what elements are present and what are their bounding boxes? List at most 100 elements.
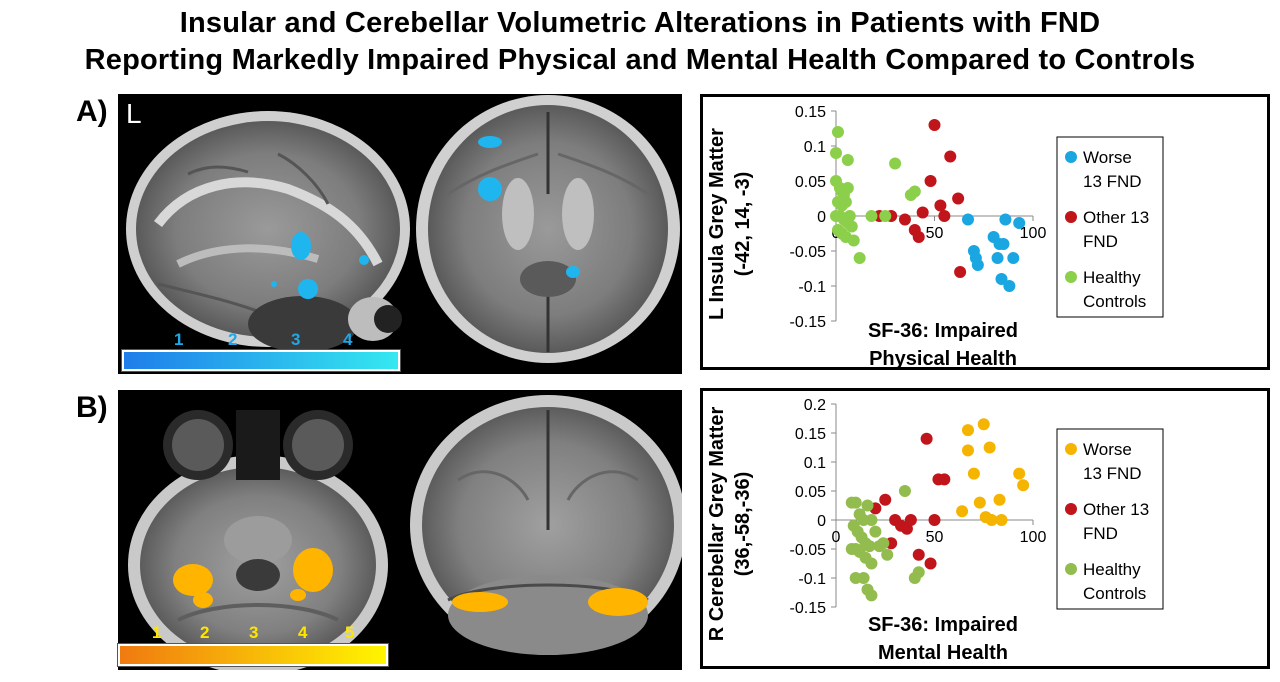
data-point [881,548,894,561]
data-point [830,147,842,159]
data-point [985,514,998,526]
x-tick-label: 50 [926,225,944,242]
y-tick-label: 0 [817,513,826,530]
x-tick-label: 50 [926,529,944,546]
legend-label-line1: Healthy [1083,268,1141,287]
data-point [841,182,854,194]
data-point [971,259,984,271]
panel-b-colorbar [117,643,389,667]
data-point [961,424,974,437]
data-point [973,496,986,509]
panel-b-brain-images [118,390,682,670]
panel-a-colorbar [121,349,401,372]
hemisphere-label: L [126,98,142,129]
x-axis-title-line2: Physical Health [869,348,1017,367]
data-point [904,514,917,526]
data-point [938,473,951,486]
y-tick-label: -0.05 [790,244,827,261]
legend-label-line1: Other 13 [1083,500,1149,519]
data-point [853,252,866,264]
data-point [952,192,965,205]
data-point [865,514,878,526]
data-point [991,252,1004,264]
y-tick-label: -0.05 [790,542,827,559]
x-tick-label: 100 [1020,225,1047,242]
colorbar-a-tick-3: 3 [291,330,301,349]
y-tick-label: -0.15 [790,314,827,331]
legend-box [1056,428,1164,610]
legend-label-line2: Controls [1083,292,1146,311]
y-axis-title-line2: (36,-58,-36) [732,472,754,577]
panel-b-label: B) [76,391,108,424]
panel-b-scatter-plot: 0.2 0.15 0.1 0.05 0 -0.05 -0.1 -0.15 0 50 100 SF-36… [706,397,1164,664]
y-tick-label: 0.05 [795,484,826,501]
data-point [954,266,967,278]
data-point [999,213,1012,226]
legend-label-line1: Other 13 [1083,208,1149,227]
data-point [924,557,937,570]
legend-marker [1065,443,1077,455]
data-point [898,213,911,226]
y-axis-title-line1: L Insula Grey Matter [706,128,728,320]
data-point [863,540,876,553]
x-axis-title-line2: Mental Health [878,642,1008,664]
data-point [857,572,870,584]
data-point [977,418,990,431]
data-point [928,119,941,131]
colorbar-b-tick-4: 4 [298,623,308,642]
panel-a-brain-svg [126,95,680,363]
legend-label-line2: 13 FND [1083,464,1142,483]
legend-marker [1065,151,1077,163]
x-tick-label: 100 [1020,529,1047,546]
figure-title-line2: Reporting Markedly Impaired Physical and… [84,44,1196,76]
colorbar-b-tick-2: 2 [200,623,210,642]
data-point [1003,280,1016,292]
y-tick-label: -0.15 [790,600,827,617]
data-point [865,589,878,602]
data-point [956,505,969,518]
y-axis-title-line2: (-42, 14, -3) [732,172,754,276]
legend-label-line1: Worse [1083,440,1132,459]
data-point [938,210,951,222]
colorbar-a-tick-2: 2 [228,330,238,349]
data-point [934,199,947,212]
y-tick-label: -0.1 [798,571,826,588]
data-point [967,467,980,480]
y-tick-label: 0.1 [804,455,826,472]
panel-a-label: A) [76,95,108,128]
legend-label-line2: FND [1083,232,1118,251]
legend-label-line2: 13 FND [1083,172,1142,191]
data-point [983,441,996,454]
y-tick-label: 0 [817,209,826,226]
legend-label-line1: Healthy [1083,560,1141,579]
x-axis-title-line1: SF-36: Impaired [868,614,1018,636]
data-point [1007,252,1020,264]
legend-marker [1065,271,1077,283]
panel-b-brain-svg [128,395,682,670]
legend-label-line2: Controls [1083,584,1146,603]
data-point [961,213,974,226]
axial-cerebellum-slice [128,410,388,670]
figure-title-line1: Insular and Cerebellar Volumetric Altera… [179,7,1101,39]
panel-b-scatter-frame: 0.2 0.15 0.1 0.05 0 -0.05 -0.1 -0.15 0 50 100 SF-36… [700,388,1270,669]
data-point [995,273,1008,285]
legend-marker [1065,503,1077,515]
y-axis-title-line1: R Cerebellar Grey Matter [706,407,728,642]
axial-brain-slice [416,95,680,363]
data-point [865,557,878,570]
y-tick-label: 0.15 [795,104,826,121]
data-point [831,126,844,138]
x-tick-label: 0 [832,529,841,546]
data-point [924,175,937,187]
data-point [995,514,1008,526]
colorbar-b-tick-1: 1 [152,623,162,642]
y-tick-label: 0.05 [795,174,826,191]
data-point [1017,479,1030,492]
data-point [916,206,929,219]
colorbar-a-tick-1: 1 [174,330,184,349]
data-point [879,493,892,506]
colorbar-b-tick-3: 3 [249,623,259,642]
data-point [1013,467,1026,480]
